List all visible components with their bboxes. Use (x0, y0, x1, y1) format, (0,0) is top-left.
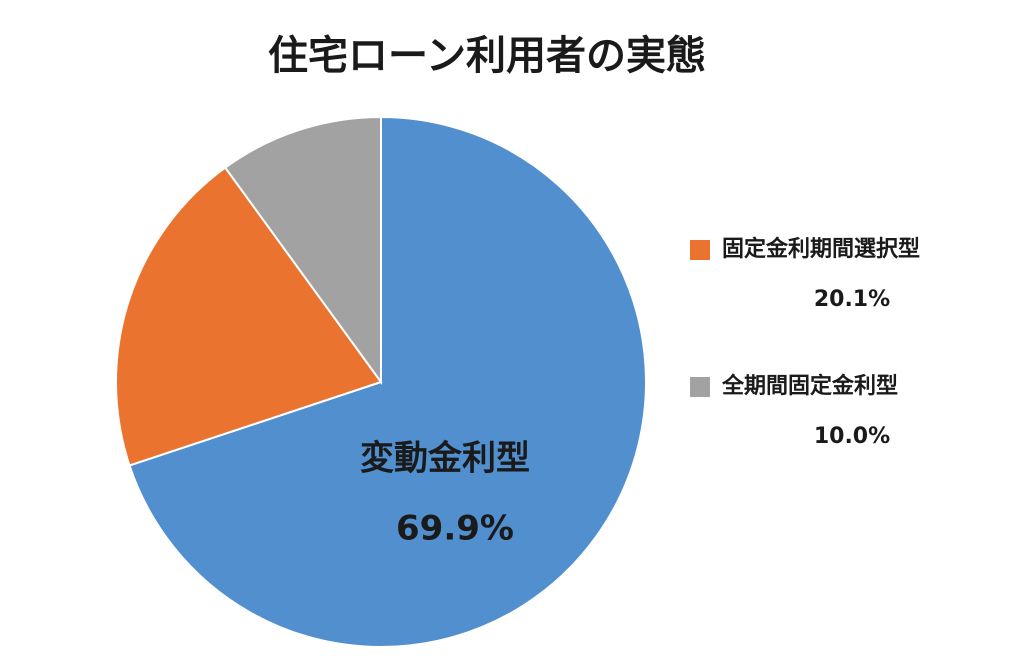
slice-label: 全期間固定金利型 (721, 373, 898, 399)
slice-value-label: 69.9% (396, 509, 514, 549)
legend-swatch (690, 240, 710, 260)
slice-label: 固定金利期間選択型 (722, 236, 920, 262)
slice-label: 変動金利型 (360, 439, 530, 479)
chart-title: 住宅ローン利用者の実態 (268, 33, 706, 79)
pie-slice (223, 115, 382, 386)
slice-value-label: 20.1% (814, 287, 890, 312)
legend-swatch (690, 377, 710, 397)
pie-slice (115, 166, 383, 467)
pie-slice (128, 115, 647, 648)
slice-value-label: 10.0% (814, 424, 890, 449)
